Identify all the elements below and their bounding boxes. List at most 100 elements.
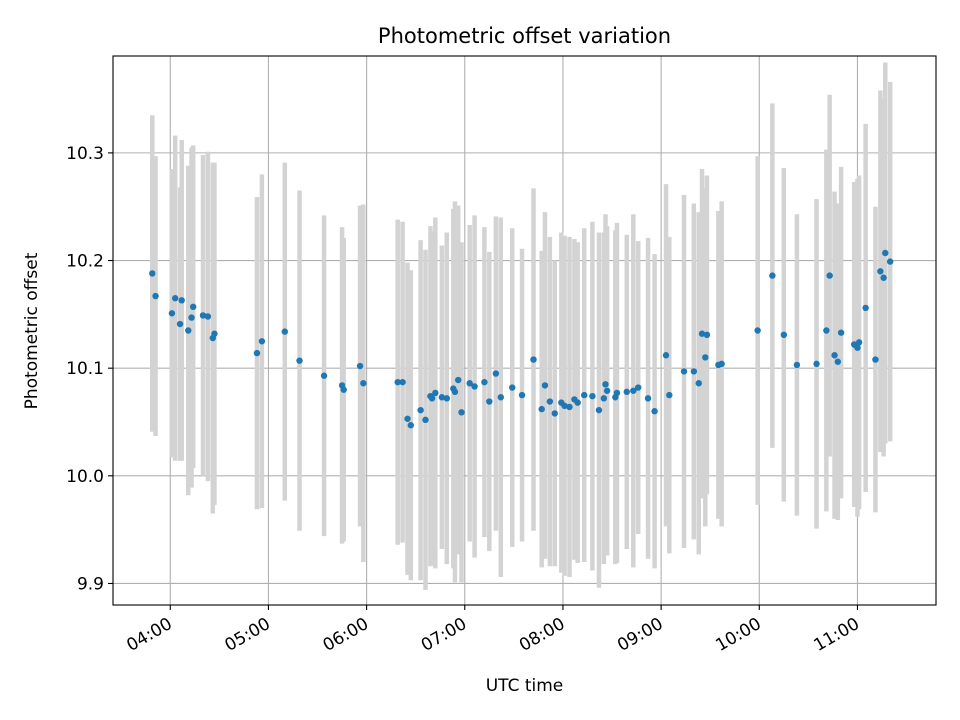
data-point	[428, 395, 436, 402]
data-point	[509, 384, 516, 391]
data-points	[149, 249, 894, 429]
data-point	[769, 272, 776, 279]
data-point	[149, 270, 156, 277]
data-point	[176, 320, 184, 328]
data-point	[680, 368, 688, 375]
data-point	[168, 310, 176, 317]
data-point	[458, 409, 465, 416]
data-point	[886, 258, 894, 265]
data-point	[185, 327, 192, 334]
data-point	[486, 398, 493, 405]
data-point	[432, 389, 439, 397]
data-point	[826, 272, 833, 279]
data-point	[589, 392, 596, 400]
data-point	[834, 358, 842, 365]
data-point	[877, 268, 884, 275]
data-point	[394, 378, 401, 386]
data-point	[644, 395, 652, 402]
data-point	[561, 402, 568, 410]
data-point	[253, 349, 261, 357]
data-point	[455, 376, 462, 384]
data-point	[690, 368, 698, 375]
data-point	[189, 303, 197, 311]
data-point	[451, 388, 459, 396]
data-point	[862, 304, 869, 312]
data-point	[566, 403, 573, 411]
data-point	[417, 406, 424, 414]
data-point	[635, 384, 642, 391]
data-point	[602, 381, 609, 388]
data-point	[178, 297, 185, 304]
data-point	[854, 344, 861, 351]
data-point	[204, 313, 212, 320]
data-point	[613, 389, 621, 397]
data-point	[538, 405, 545, 413]
data-point	[404, 415, 411, 422]
data-point	[518, 391, 526, 399]
data-point	[320, 372, 328, 379]
data-point	[595, 406, 603, 414]
data-point	[497, 394, 504, 401]
data-point	[603, 387, 611, 394]
data-point	[356, 362, 364, 370]
data-point	[718, 360, 725, 368]
y-tick-label: 10.0	[66, 467, 104, 487]
data-point	[281, 328, 288, 335]
data-point	[296, 357, 303, 364]
data-point	[530, 356, 537, 363]
data-point	[340, 386, 347, 393]
data-point	[551, 410, 558, 417]
chart-title: Photometric offset variation	[378, 24, 671, 48]
data-point	[780, 331, 788, 339]
data-point	[581, 391, 588, 399]
y-axis-label: Photometric offset	[22, 252, 42, 409]
data-point	[258, 338, 266, 345]
data-point	[698, 330, 706, 337]
data-point	[481, 378, 488, 386]
data-point	[754, 327, 761, 334]
data-point	[422, 416, 429, 424]
data-point	[443, 395, 450, 402]
data-point	[623, 388, 630, 396]
data-point	[882, 249, 889, 257]
data-point	[662, 352, 670, 359]
y-axis: 9.9 10.0 10.1 10.2 10.3	[66, 144, 113, 594]
data-point	[492, 370, 500, 377]
data-point	[666, 391, 673, 399]
data-point	[466, 380, 473, 387]
data-point	[360, 380, 367, 387]
y-tick-label: 10.1	[66, 359, 104, 379]
data-point	[399, 378, 406, 386]
data-point	[880, 274, 887, 281]
data-point	[541, 382, 549, 389]
data-point	[171, 295, 179, 302]
data-point	[793, 361, 801, 369]
data-point	[630, 387, 637, 394]
data-point	[438, 394, 446, 401]
data-point	[695, 380, 702, 387]
data-point	[703, 331, 711, 339]
data-point	[872, 356, 879, 363]
data-point	[813, 360, 820, 368]
data-point	[837, 329, 845, 336]
data-point	[407, 422, 414, 429]
data-point	[651, 408, 658, 415]
data-point	[471, 383, 478, 390]
y-tick-label: 9.9	[77, 574, 104, 594]
y-tick-label: 10.3	[66, 144, 104, 164]
data-point	[188, 314, 195, 321]
data-point	[152, 292, 159, 300]
data-point	[855, 339, 863, 346]
plot-frame	[112, 55, 937, 606]
data-point	[211, 330, 218, 337]
x-axis-label: UTC time	[486, 676, 564, 696]
data-point	[600, 395, 608, 402]
data-point	[199, 312, 207, 319]
data-point	[702, 354, 709, 361]
data-point	[546, 398, 554, 405]
y-tick-label: 10.2	[66, 252, 104, 272]
data-point	[831, 352, 838, 359]
data-point	[823, 327, 830, 334]
